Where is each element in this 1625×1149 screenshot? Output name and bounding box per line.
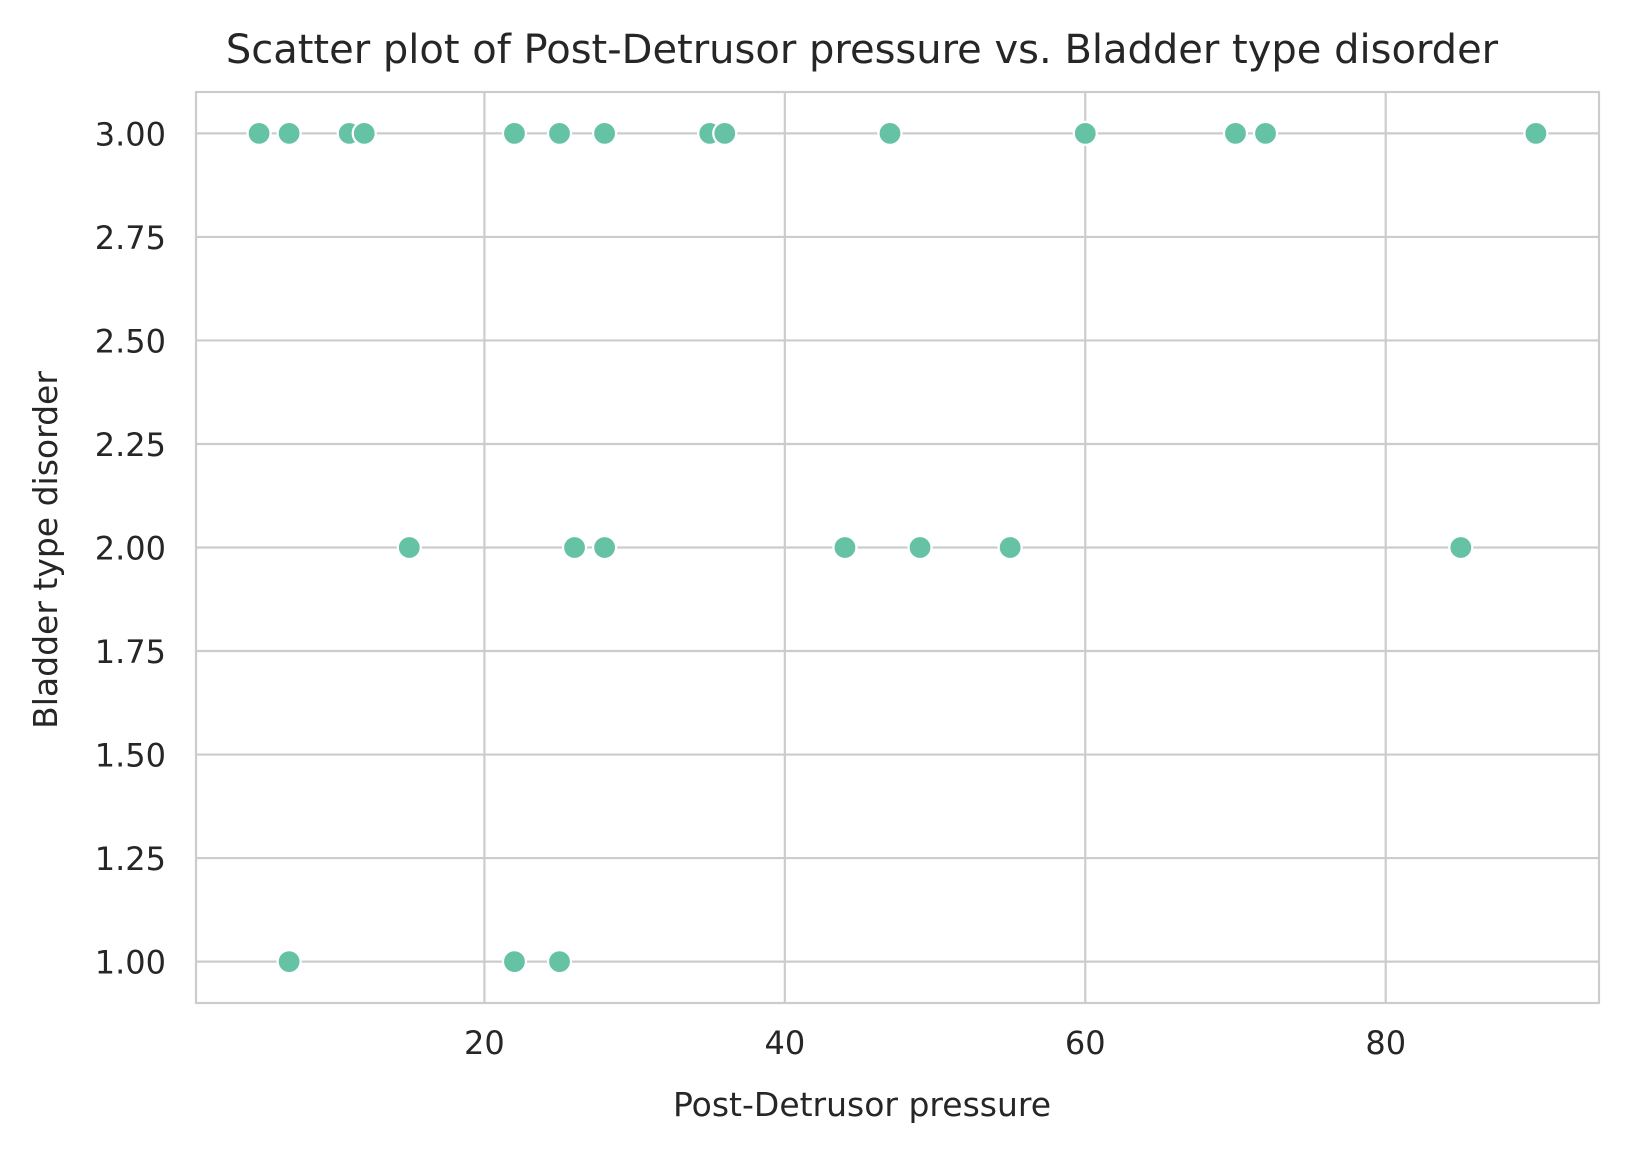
y-tick-labels: 1.00 1.25 1.50 1.75 2.00 2.25 2.50 2.75 3.00: [95, 115, 166, 981]
data-point: [997, 534, 1023, 561]
data-point: [907, 534, 933, 561]
y-tick-label: 2.75: [95, 219, 166, 257]
y-tick-label: 2.00: [95, 530, 166, 568]
x-axis-label: Post-Detrusor pressure: [673, 1085, 1051, 1124]
x-tick-label: 40: [764, 1024, 805, 1062]
data-point: [501, 120, 528, 147]
x-tick-label: 20: [464, 1024, 505, 1062]
data-point: [246, 120, 272, 147]
data-point: [712, 120, 738, 147]
y-tick-label: 1.50: [95, 737, 166, 775]
y-axis-label: Bladder type disorder: [26, 371, 65, 729]
data-point: [1222, 120, 1249, 147]
y-tick-label: 3.00: [95, 115, 166, 153]
data-point: [1523, 120, 1549, 147]
y-tick-label: 2.50: [95, 322, 166, 360]
x-tick-labels: 20 40 60 80: [464, 1024, 1406, 1062]
data-point: [832, 534, 858, 561]
y-tick-label: 1.25: [95, 840, 166, 878]
data-point: [546, 120, 573, 147]
y-tick-label: 1.75: [95, 633, 166, 671]
data-point: [561, 534, 588, 561]
data-point: [396, 534, 422, 561]
data-point: [276, 120, 302, 147]
data-point: [591, 534, 618, 561]
data-points: [246, 120, 1549, 975]
x-tick-label: 80: [1365, 1024, 1406, 1062]
data-point: [877, 120, 903, 147]
chart-title: Scatter plot of Post-Detrusor pressure v…: [226, 27, 1499, 73]
data-point: [501, 948, 528, 975]
y-tick-label: 2.25: [95, 426, 166, 464]
data-point: [1072, 120, 1098, 147]
data-point: [591, 120, 618, 147]
plot-frame: [194, 90, 1601, 1005]
data-point: [276, 948, 302, 975]
data-point: [546, 948, 573, 975]
data-point: [351, 120, 377, 147]
data-point: [1252, 120, 1279, 147]
x-tick-label: 60: [1065, 1024, 1106, 1062]
y-tick-label: 1.00: [95, 944, 166, 982]
data-point: [1448, 534, 1474, 561]
